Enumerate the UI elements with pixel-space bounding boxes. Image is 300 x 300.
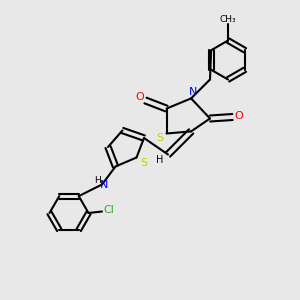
Text: H: H [94, 176, 101, 185]
Text: H: H [156, 155, 163, 165]
Text: O: O [235, 111, 244, 122]
Text: S: S [156, 133, 164, 143]
Text: Cl: Cl [103, 205, 114, 215]
Text: CH₃: CH₃ [220, 15, 236, 24]
Text: N: N [188, 87, 197, 98]
Text: N: N [100, 180, 109, 190]
Text: S: S [140, 158, 148, 168]
Text: O: O [136, 92, 145, 102]
